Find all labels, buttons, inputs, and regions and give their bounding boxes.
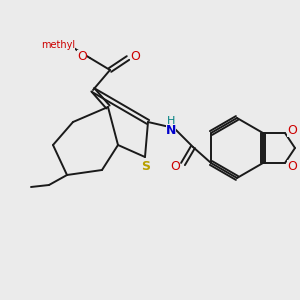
Text: O: O xyxy=(77,50,87,62)
Text: methyl: methyl xyxy=(41,40,75,50)
Text: O: O xyxy=(287,160,297,172)
Text: H: H xyxy=(167,116,175,126)
Text: O: O xyxy=(287,124,297,136)
Text: S: S xyxy=(142,160,151,172)
Text: N: N xyxy=(166,124,176,136)
Text: O: O xyxy=(130,50,140,62)
Text: O: O xyxy=(170,160,180,172)
